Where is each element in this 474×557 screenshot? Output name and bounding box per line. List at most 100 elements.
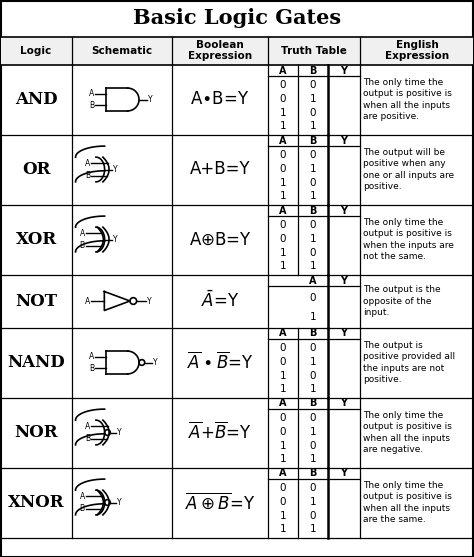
Text: A: A: [279, 398, 287, 408]
Text: Y: Y: [147, 296, 152, 305]
Text: 1: 1: [310, 311, 316, 321]
Text: 1: 1: [310, 94, 316, 104]
Text: B: B: [85, 434, 91, 443]
Text: 0: 0: [280, 343, 286, 353]
Text: B: B: [89, 364, 94, 373]
Text: AND: AND: [15, 91, 57, 108]
Text: 1: 1: [310, 357, 316, 367]
Text: Boolean
Expression: Boolean Expression: [188, 40, 252, 61]
Text: $\overline{A}\bullet\overline{B}$=Y: $\overline{A}\bullet\overline{B}$=Y: [187, 352, 253, 373]
Text: Y: Y: [340, 206, 347, 216]
Text: A: A: [89, 89, 94, 98]
Text: B: B: [310, 66, 317, 76]
Text: A: A: [279, 206, 287, 216]
Text: 0: 0: [280, 497, 286, 507]
Text: Y: Y: [147, 95, 152, 104]
Text: 1: 1: [310, 121, 316, 131]
Text: 1: 1: [310, 384, 316, 394]
Text: 0: 0: [310, 413, 316, 423]
Text: 1: 1: [280, 455, 286, 465]
Text: 1: 1: [280, 441, 286, 451]
Text: Y: Y: [117, 428, 122, 437]
Text: NOT: NOT: [15, 292, 57, 310]
Text: The only time the
output is positive is
when all the inputs
are positive.: The only time the output is positive is …: [363, 78, 452, 121]
Text: The output is
positive provided all
the inputs are not
positive.: The output is positive provided all the …: [363, 341, 455, 384]
Text: 1: 1: [310, 427, 316, 437]
Text: A: A: [80, 492, 85, 501]
Text: Schematic: Schematic: [91, 46, 153, 56]
Text: 1: 1: [310, 455, 316, 465]
Text: 0: 0: [280, 80, 286, 90]
Text: 0: 0: [310, 511, 316, 521]
Text: 0: 0: [310, 483, 316, 493]
Text: 1: 1: [280, 384, 286, 394]
Text: B: B: [310, 135, 317, 145]
Text: Y: Y: [340, 468, 347, 478]
Text: A: A: [309, 276, 317, 286]
Text: 0: 0: [280, 150, 286, 160]
Text: 0: 0: [280, 413, 286, 423]
Text: 1: 1: [310, 261, 316, 271]
Text: $\overline{A\oplus B}$=Y: $\overline{A\oplus B}$=Y: [185, 492, 255, 512]
Text: 1: 1: [280, 191, 286, 201]
Text: A: A: [279, 66, 287, 76]
Text: Y: Y: [340, 276, 347, 286]
Text: 1: 1: [310, 164, 316, 174]
Text: 0: 0: [310, 370, 316, 380]
Text: B: B: [310, 329, 317, 339]
Text: 1: 1: [310, 191, 316, 201]
Text: 0: 0: [280, 357, 286, 367]
Text: The output will be
positive when any
one or all inputs are
positive.: The output will be positive when any one…: [363, 148, 454, 191]
Text: 0: 0: [310, 441, 316, 451]
Text: B: B: [310, 398, 317, 408]
Text: Logic: Logic: [20, 46, 52, 56]
Text: OR: OR: [22, 161, 50, 178]
Text: 0: 0: [280, 94, 286, 104]
Text: 0: 0: [310, 294, 316, 303]
Text: $\overline{A}$+$\overline{B}$=Y: $\overline{A}$+$\overline{B}$=Y: [188, 422, 252, 443]
Text: 1: 1: [310, 524, 316, 534]
Text: 0: 0: [310, 247, 316, 257]
Text: 1: 1: [310, 497, 316, 507]
Text: 1: 1: [280, 370, 286, 380]
Text: XOR: XOR: [16, 231, 56, 248]
Text: 1: 1: [280, 121, 286, 131]
Text: Y: Y: [340, 398, 347, 408]
Text: NOR: NOR: [14, 424, 58, 441]
Text: The only time the
output is positive is
when all the inputs
are the same.: The only time the output is positive is …: [363, 481, 452, 524]
Text: B: B: [80, 241, 85, 250]
Text: 1: 1: [310, 234, 316, 244]
Text: 1: 1: [280, 178, 286, 188]
Text: A: A: [279, 468, 287, 478]
Text: B: B: [80, 504, 85, 513]
Text: Y: Y: [153, 358, 158, 367]
Text: A: A: [279, 135, 287, 145]
Text: 1: 1: [280, 261, 286, 271]
Text: 0: 0: [280, 427, 286, 437]
Text: Y: Y: [117, 498, 122, 507]
Text: 0: 0: [280, 164, 286, 174]
Text: 0: 0: [310, 220, 316, 230]
Text: 0: 0: [280, 483, 286, 493]
Text: B: B: [310, 206, 317, 216]
Text: 0: 0: [310, 108, 316, 118]
Text: 0: 0: [310, 178, 316, 188]
Text: B: B: [85, 171, 91, 180]
Text: The only time the
output is positive is
when all the inputs
are negative.: The only time the output is positive is …: [363, 411, 452, 454]
Text: 0: 0: [310, 150, 316, 160]
Text: A$\oplus$B=Y: A$\oplus$B=Y: [189, 231, 251, 248]
Text: 0: 0: [310, 343, 316, 353]
Text: B: B: [310, 468, 317, 478]
Text: A: A: [80, 229, 85, 238]
Text: The only time the
output is positive is
when the inputs are
not the same.: The only time the output is positive is …: [363, 218, 454, 261]
Text: 0: 0: [280, 234, 286, 244]
Text: Basic Logic Gates: Basic Logic Gates: [133, 8, 341, 28]
Text: 0: 0: [280, 220, 286, 230]
Text: English
Expression: English Expression: [385, 40, 449, 61]
Text: $\bar{A}$=Y: $\bar{A}$=Y: [201, 291, 239, 311]
Text: 1: 1: [280, 524, 286, 534]
Text: XNOR: XNOR: [8, 494, 64, 511]
Text: 1: 1: [280, 108, 286, 118]
Text: 1: 1: [280, 511, 286, 521]
Text: B: B: [89, 101, 94, 110]
